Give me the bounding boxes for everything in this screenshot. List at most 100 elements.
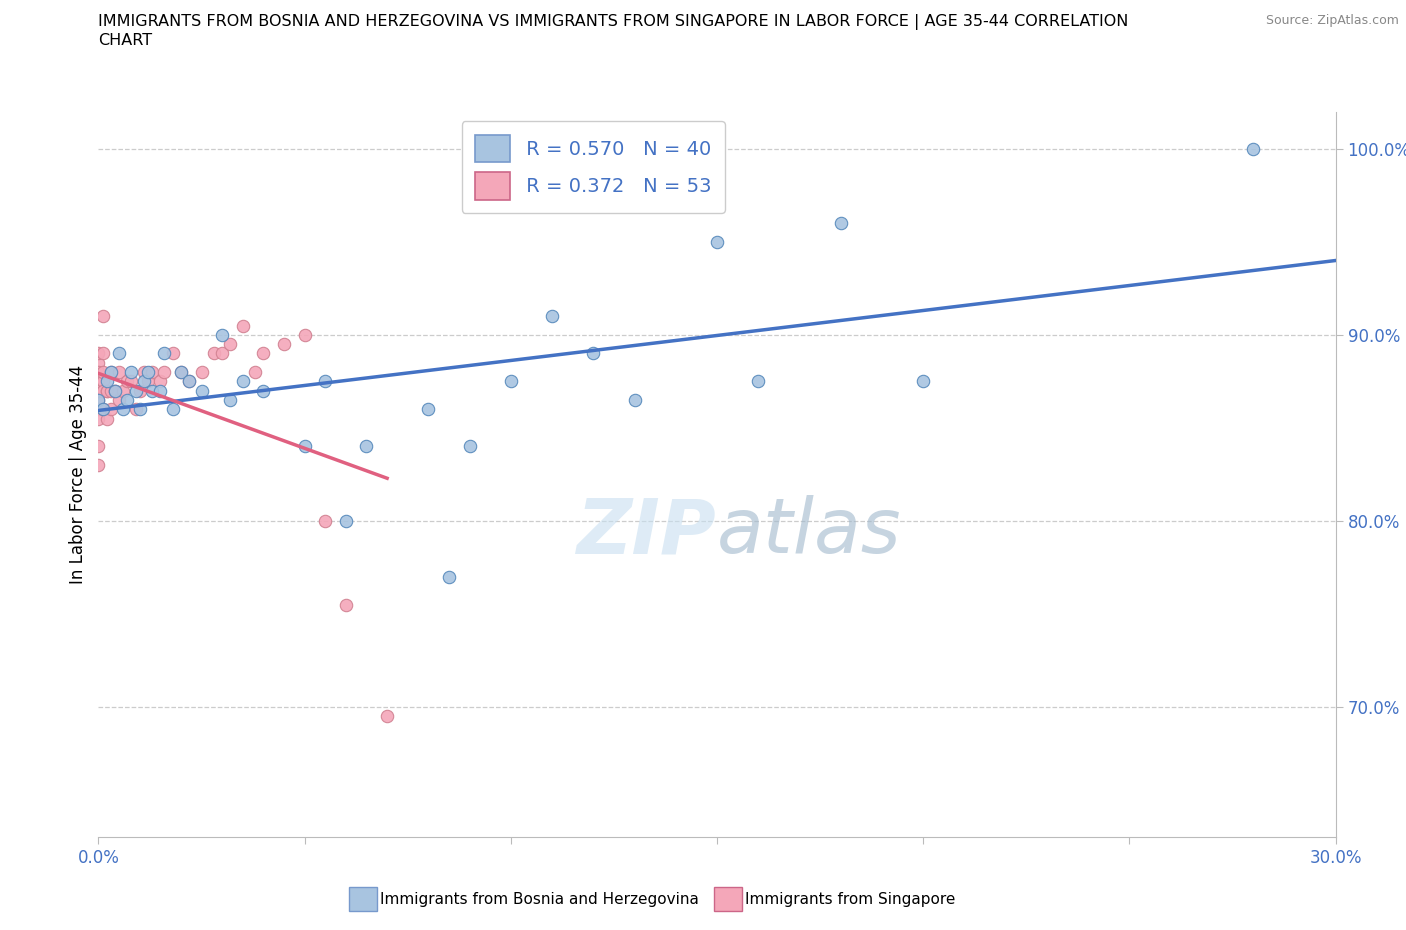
Point: [162, 402, 184, 417]
Point: [162, 346, 184, 361]
Point: [418, 402, 440, 417]
Point: [912, 374, 935, 389]
Point: [100, 383, 122, 398]
Point: [96, 411, 118, 426]
Point: [117, 392, 139, 407]
Point: [314, 374, 336, 389]
Text: CHART: CHART: [98, 33, 152, 47]
Point: [153, 346, 176, 361]
Point: [190, 365, 212, 379]
Text: atlas: atlas: [717, 496, 901, 569]
Point: [141, 383, 163, 398]
Point: [211, 346, 233, 361]
Text: IMMIGRANTS FROM BOSNIA AND HERZEGOVINA VS IMMIGRANTS FROM SINGAPORE IN LABOR FOR: IMMIGRANTS FROM BOSNIA AND HERZEGOVINA V…: [98, 14, 1129, 30]
Point: [96, 383, 118, 398]
Text: ZIP: ZIP: [578, 496, 717, 569]
Point: [112, 402, 135, 417]
Point: [541, 309, 564, 324]
Point: [132, 365, 155, 379]
Point: [252, 346, 274, 361]
Point: [124, 383, 146, 398]
Point: [211, 327, 233, 342]
Point: [149, 374, 172, 389]
Point: [91, 374, 114, 389]
Point: [91, 365, 114, 379]
Point: [87, 383, 110, 398]
Point: [100, 365, 122, 379]
Point: [87, 355, 110, 370]
Y-axis label: In Labor Force | Age 35-44: In Labor Force | Age 35-44: [69, 365, 87, 584]
Point: [458, 439, 481, 454]
Point: [747, 374, 769, 389]
Point: [120, 365, 142, 379]
Point: [136, 365, 159, 379]
Point: [219, 392, 242, 407]
Point: [141, 365, 163, 379]
Point: [437, 569, 460, 584]
Text: Immigrants from Bosnia and Herzegovina: Immigrants from Bosnia and Herzegovina: [380, 892, 699, 907]
Point: [104, 383, 127, 398]
Point: [179, 374, 201, 389]
Point: [96, 383, 118, 398]
Point: [294, 327, 316, 342]
Point: [190, 383, 212, 398]
Point: [87, 374, 110, 389]
Point: [499, 374, 522, 389]
Point: [243, 365, 266, 379]
Point: [153, 365, 176, 379]
Point: [128, 383, 150, 398]
Point: [108, 365, 131, 379]
Point: [582, 346, 605, 361]
Point: [100, 402, 122, 417]
Point: [830, 216, 852, 231]
Point: [375, 709, 398, 724]
Legend:  R = 0.570   N = 40,  R = 0.372   N = 53: R = 0.570 N = 40, R = 0.372 N = 53: [461, 121, 725, 213]
Point: [108, 346, 131, 361]
Point: [623, 392, 645, 407]
Point: [232, 318, 254, 333]
Point: [96, 374, 118, 389]
Point: [273, 337, 295, 352]
Point: [294, 439, 316, 454]
Point: [335, 513, 357, 528]
Point: [87, 439, 110, 454]
Point: [128, 402, 150, 417]
Point: [91, 402, 114, 417]
Point: [170, 365, 193, 379]
Text: Source: ZipAtlas.com: Source: ZipAtlas.com: [1265, 14, 1399, 27]
Point: [117, 374, 139, 389]
Point: [91, 383, 114, 398]
Point: [1241, 141, 1264, 156]
Point: [91, 309, 114, 324]
Point: [170, 365, 193, 379]
Point: [252, 383, 274, 398]
Point: [87, 365, 110, 379]
Point: [108, 392, 131, 407]
Point: [120, 374, 142, 389]
Point: [124, 402, 146, 417]
Point: [100, 365, 122, 379]
Point: [202, 346, 225, 361]
Point: [91, 402, 114, 417]
Point: [87, 458, 110, 472]
Point: [104, 383, 127, 398]
Point: [136, 374, 159, 389]
Point: [91, 383, 114, 398]
Point: [87, 383, 110, 398]
Point: [219, 337, 242, 352]
Point: [314, 513, 336, 528]
Point: [706, 234, 728, 249]
Point: [356, 439, 378, 454]
Point: [87, 392, 110, 407]
Text: Immigrants from Singapore: Immigrants from Singapore: [745, 892, 956, 907]
Point: [232, 374, 254, 389]
Point: [149, 383, 172, 398]
Point: [87, 411, 110, 426]
Point: [335, 597, 357, 612]
Point: [179, 374, 201, 389]
Point: [132, 374, 155, 389]
Point: [91, 346, 114, 361]
Point: [87, 346, 110, 361]
Point: [87, 392, 110, 407]
Point: [87, 402, 110, 417]
